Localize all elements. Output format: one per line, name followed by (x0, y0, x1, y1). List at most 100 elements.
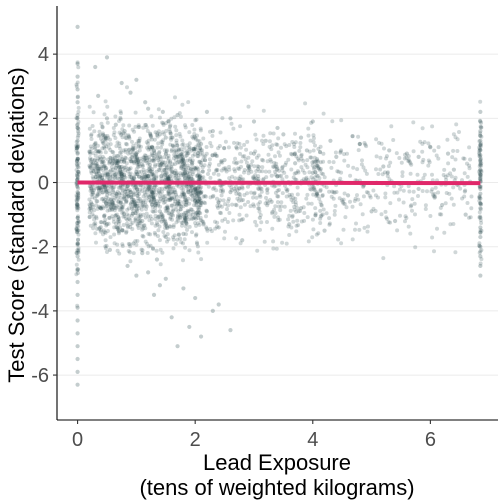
data-point (113, 165, 118, 170)
data-point (237, 198, 241, 203)
data-point (132, 153, 137, 158)
data-point (118, 109, 123, 114)
data-point (158, 247, 163, 252)
data-point (165, 226, 170, 230)
data-point (453, 175, 458, 180)
data-point (306, 126, 311, 131)
data-point (166, 192, 171, 197)
data-point (173, 95, 177, 100)
data-point (76, 224, 81, 229)
data-point (92, 157, 97, 162)
data-point (95, 164, 100, 169)
data-point (75, 242, 80, 247)
data-point (233, 202, 238, 207)
data-point (75, 169, 80, 174)
data-point (302, 170, 307, 175)
data-point (383, 209, 388, 214)
data-point (149, 189, 154, 194)
data-point (208, 129, 212, 134)
data-point (314, 232, 319, 237)
data-point (346, 163, 351, 168)
data-point (236, 166, 241, 171)
data-point (222, 157, 227, 163)
data-point (151, 190, 156, 195)
data-point (193, 135, 198, 140)
data-point (93, 153, 98, 158)
data-point (170, 203, 175, 208)
data-point (330, 119, 335, 124)
data-point (290, 140, 295, 144)
data-point (198, 211, 203, 216)
data-point (118, 117, 123, 122)
data-point (327, 222, 332, 227)
data-point (181, 194, 186, 199)
data-point (164, 166, 169, 171)
data-point (468, 157, 473, 162)
data-point (198, 203, 203, 208)
data-point (213, 226, 218, 231)
data-point (157, 149, 162, 154)
data-point (162, 168, 167, 173)
data-point (133, 155, 138, 160)
data-point (228, 190, 233, 195)
data-point (311, 227, 316, 232)
x-axis-title-line2: (tens of weighted kilograms) (139, 475, 414, 500)
data-point (163, 200, 168, 204)
data-point (256, 177, 261, 181)
data-point (75, 61, 80, 66)
data-point (133, 124, 138, 129)
data-point (478, 133, 483, 138)
data-point (135, 162, 140, 167)
data-point (123, 135, 128, 140)
data-point (385, 170, 390, 175)
data-point (194, 117, 199, 122)
data-point (111, 150, 116, 155)
data-point (479, 161, 484, 166)
data-point (314, 159, 319, 164)
data-point (198, 148, 203, 153)
data-point (132, 175, 136, 180)
data-point (186, 196, 191, 201)
data-point (130, 155, 135, 160)
data-point (148, 147, 153, 152)
data-point (139, 176, 144, 181)
data-point (102, 173, 107, 178)
data-point (462, 189, 467, 194)
data-point (198, 215, 203, 220)
data-point (227, 167, 232, 172)
data-point (137, 221, 142, 226)
data-point (97, 149, 102, 154)
data-point (199, 160, 203, 165)
data-point (252, 176, 257, 181)
data-point (327, 189, 332, 194)
data-point (76, 191, 81, 196)
data-point (179, 156, 184, 161)
data-point (227, 164, 231, 169)
data-point (182, 174, 187, 179)
data-point (258, 194, 263, 199)
data-point (122, 165, 127, 170)
data-point (74, 202, 79, 207)
data-point (420, 126, 425, 131)
data-point (248, 204, 253, 209)
data-point (193, 199, 198, 204)
data-point (153, 162, 158, 167)
data-point (96, 149, 101, 154)
data-point (189, 174, 194, 179)
data-point (284, 187, 289, 192)
data-point (394, 151, 399, 156)
data-point (126, 188, 131, 193)
data-point (197, 210, 202, 215)
data-point (196, 154, 201, 159)
data-point (274, 161, 279, 166)
data-point (100, 176, 104, 181)
data-point (117, 119, 121, 123)
data-point (89, 186, 94, 191)
data-point (103, 187, 108, 192)
data-point (265, 188, 270, 192)
data-point (126, 151, 131, 156)
data-point (461, 156, 466, 161)
data-point (254, 223, 259, 228)
data-point (105, 142, 110, 147)
data-point (151, 172, 155, 177)
